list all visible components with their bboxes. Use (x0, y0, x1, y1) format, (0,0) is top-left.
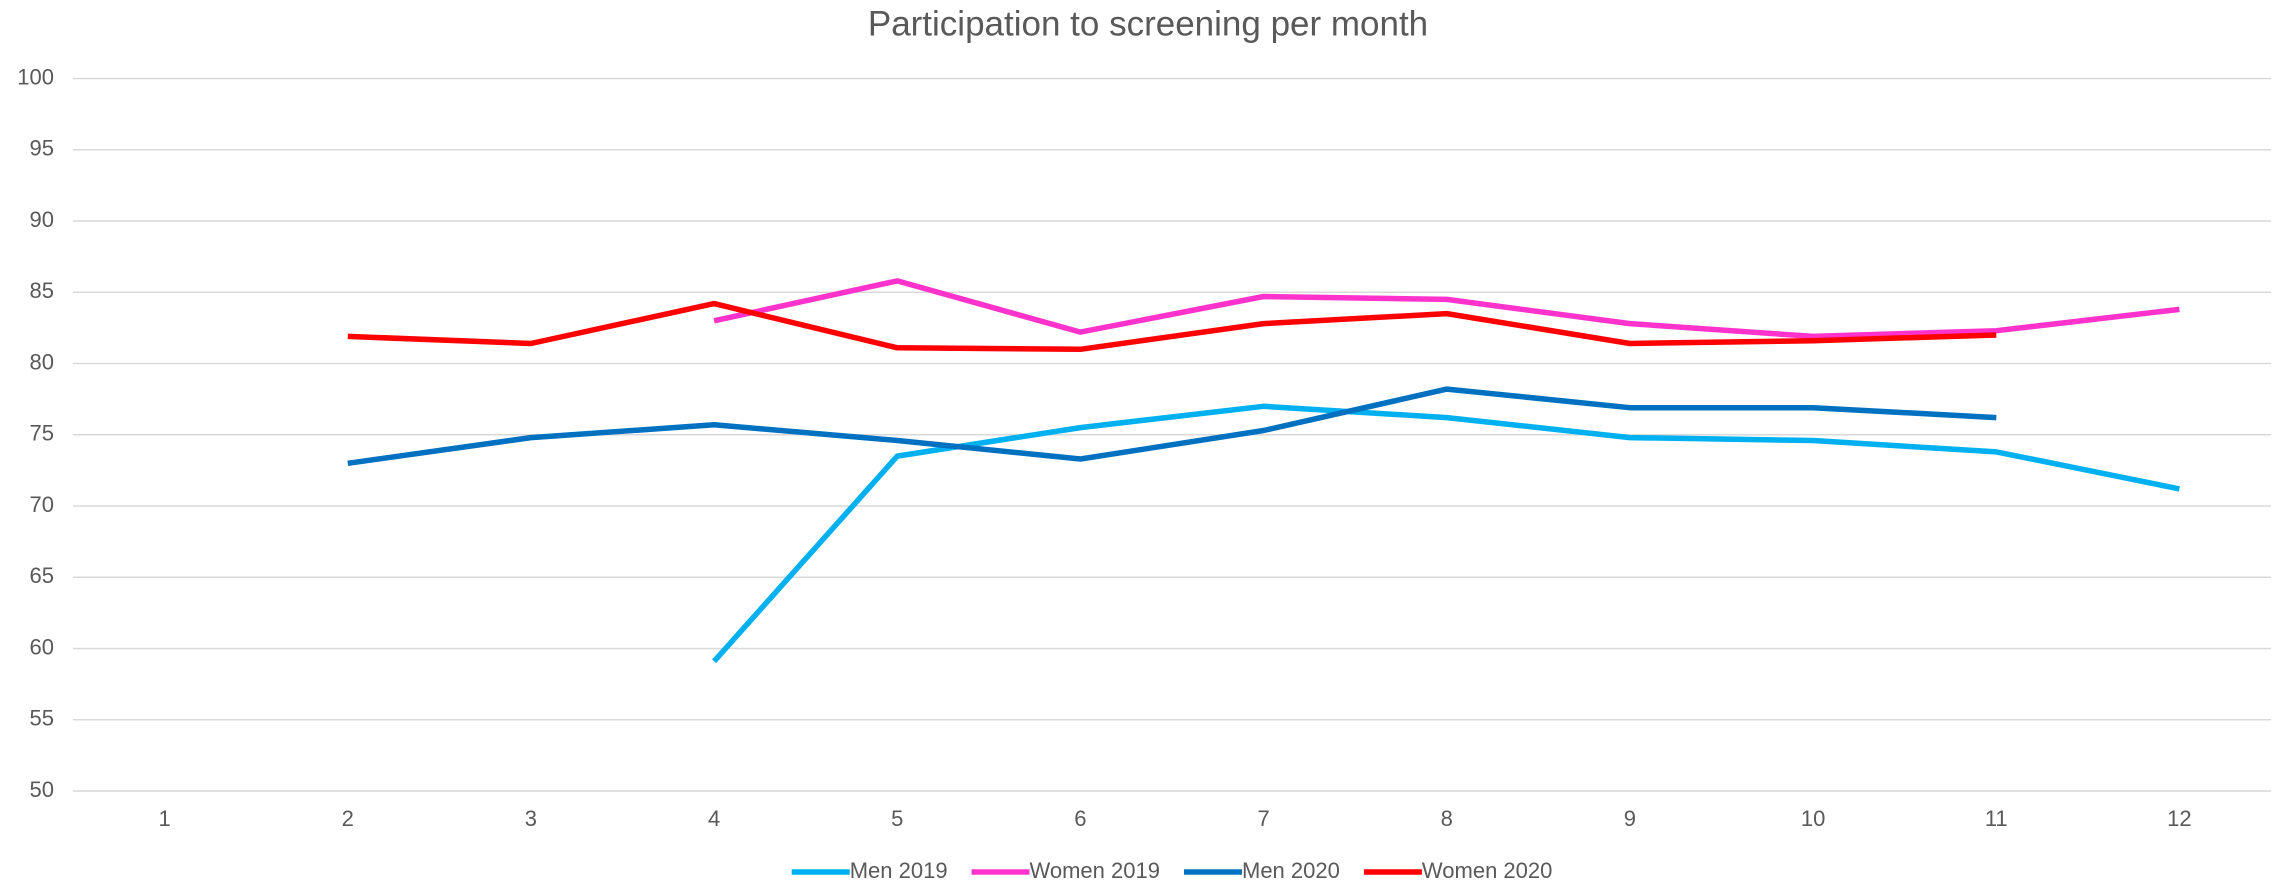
legend-item: Men 2020 (1184, 858, 1340, 883)
y-tick-label: 95 (30, 136, 54, 161)
y-tick-label: 100 (17, 64, 54, 89)
y-tick-label: 65 (30, 563, 54, 588)
x-tick-label: 8 (1441, 806, 1453, 831)
y-tick-label: 90 (30, 207, 54, 232)
chart-title: Participation to screening per month (868, 4, 1428, 43)
legend-label: Women 2019 (1030, 858, 1160, 883)
y-tick-label: 50 (30, 777, 54, 802)
x-tick-label: 6 (1074, 806, 1086, 831)
x-tick-label: 10 (1801, 806, 1825, 831)
legend-item: Women 2019 (971, 858, 1160, 883)
x-tick-label: 7 (1257, 806, 1269, 831)
legend-item: Women 2020 (1363, 858, 1552, 883)
x-tick-label: 1 (158, 806, 170, 831)
legend-item: Men 2019 (791, 858, 948, 883)
y-tick-label: 60 (30, 634, 54, 659)
series-line (347, 386, 1997, 467)
x-tick-label: 9 (1624, 806, 1636, 831)
y-tick-label: 85 (30, 278, 54, 303)
x-tick-label: 12 (2167, 806, 2191, 831)
legend-label: Women 2020 (1422, 858, 1552, 883)
x-tick-label: 3 (525, 806, 537, 831)
y-tick-label: 75 (30, 421, 54, 446)
x-tick-label: 5 (891, 806, 903, 831)
x-tick-label: 4 (708, 806, 720, 831)
series-line (347, 300, 1997, 353)
legend-label: Men 2020 (1242, 858, 1340, 883)
y-tick-label: 70 (30, 492, 54, 517)
y-tick-label: 80 (30, 349, 54, 374)
y-tick-label: 55 (30, 706, 54, 731)
x-tick-label: 11 (1985, 806, 2008, 831)
series-line (713, 278, 2180, 340)
legend-label: Men 2019 (850, 858, 948, 883)
x-tick-label: 2 (342, 806, 354, 831)
